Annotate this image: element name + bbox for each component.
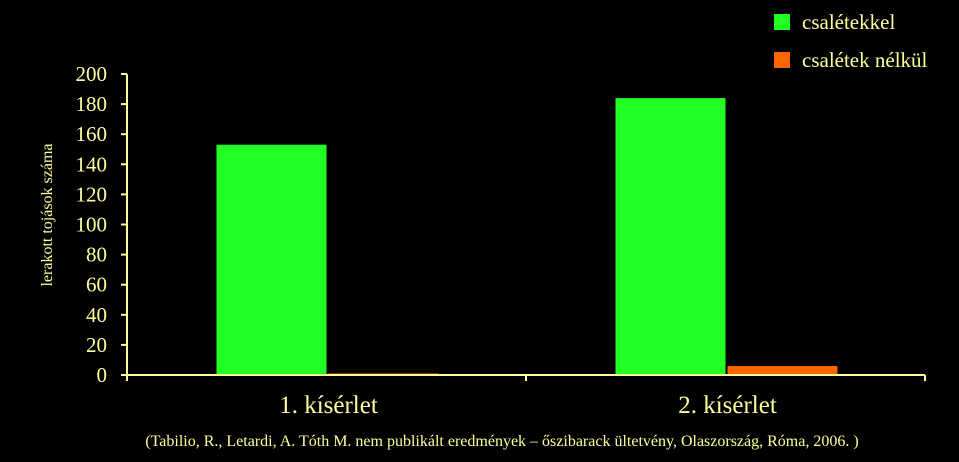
y-tick-label: 60 <box>86 273 107 297</box>
y-tick-label: 80 <box>86 243 107 267</box>
legend-label: csalétek nélkül <box>802 48 928 72</box>
y-tick-label: 40 <box>86 303 107 327</box>
y-tick-label: 20 <box>86 333 107 357</box>
bars-group <box>216 98 838 375</box>
x-category-label: 1. kísérlet <box>279 392 378 419</box>
y-ticks-group: 0 20 40 60 80 100 120 140 160 180 200 <box>76 62 127 387</box>
x-category-label: 2. kísérlet <box>678 392 777 419</box>
y-tick-label: 0 <box>97 363 108 387</box>
y-tick-label: 200 <box>76 62 108 86</box>
x-categories-group: 1. kísérlet 2. kísérlet <box>126 375 926 419</box>
bar <box>216 144 327 375</box>
legend-label: csalétekkel <box>802 10 895 34</box>
y-tick-label: 160 <box>76 122 108 146</box>
y-axis-label: lerakott tojások száma <box>39 143 56 286</box>
y-tick-label: 180 <box>76 92 108 116</box>
bar <box>727 365 838 375</box>
bar <box>615 98 726 375</box>
y-tick-label: 100 <box>76 213 108 237</box>
legend-swatch <box>774 14 790 30</box>
legend: csalétekkel csalétek nélkül <box>774 10 928 72</box>
y-tick-label: 120 <box>76 182 108 206</box>
source-note: (Tabilio, R., Letardi, A. Tóth M. nem pu… <box>145 433 858 450</box>
legend-swatch <box>774 52 790 68</box>
y-tick-label: 140 <box>76 152 108 176</box>
